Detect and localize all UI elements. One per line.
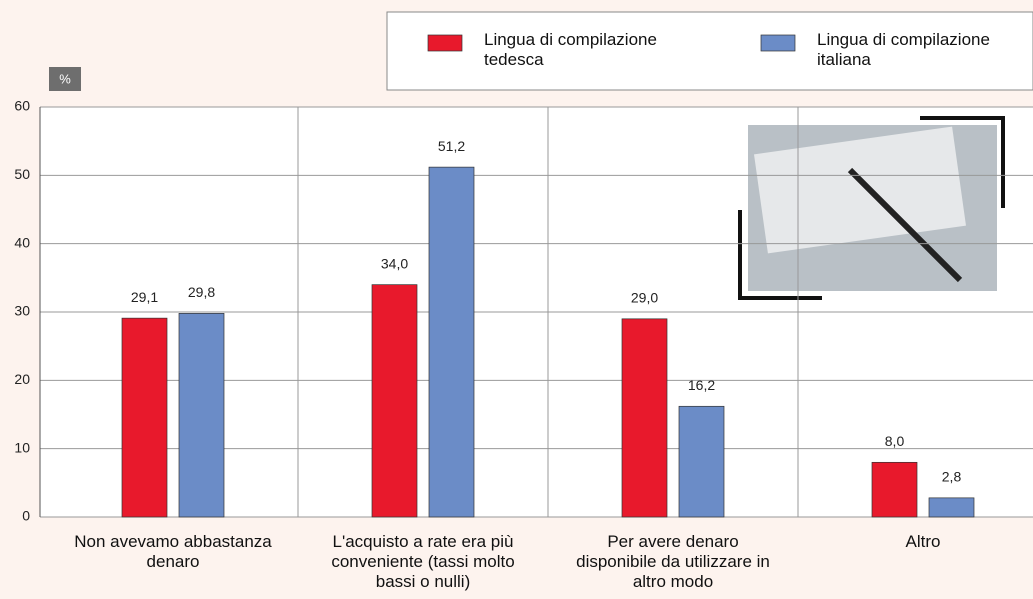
bar	[621, 318, 668, 518]
y-tick-label: 40	[14, 234, 30, 250]
value-label: 29,1	[131, 289, 158, 305]
bar	[121, 317, 168, 518]
value-label: 29,0	[631, 290, 658, 306]
y-tick-label: 20	[14, 371, 30, 387]
x-tick-label: L'acquisto a rate era più conveniente (t…	[331, 532, 515, 591]
legend-label: Lingua di compilazione tedesca	[484, 30, 657, 69]
bar	[371, 284, 418, 518]
y-tick-label: 10	[14, 439, 30, 455]
value-label: 34,0	[381, 255, 408, 271]
bar	[678, 405, 725, 518]
legend-label: Lingua di compilazione italiana	[817, 30, 990, 69]
value-label: 8,0	[885, 433, 905, 449]
y-tick-label: 0	[22, 508, 30, 524]
x-tick-label: Non avevamo abbastanza denaro	[74, 532, 272, 571]
ylabel-box	[49, 67, 81, 91]
bar	[428, 166, 475, 518]
bar	[178, 313, 225, 518]
x-tick-label: Per avere denaro disponibile da utilizza…	[576, 532, 770, 591]
bar	[928, 497, 975, 518]
value-label: 16,2	[688, 377, 715, 393]
y-tick-label: 50	[14, 166, 30, 182]
legend-swatch	[427, 34, 463, 52]
legend-box	[386, 11, 1033, 91]
value-label: 29,8	[188, 284, 215, 300]
y-tick-label: 30	[14, 303, 30, 319]
y-axis-label: %	[59, 71, 71, 86]
value-label: 2,8	[942, 469, 962, 485]
legend-swatch	[760, 34, 796, 52]
x-tick-label: Altro	[905, 532, 941, 551]
bar	[871, 461, 918, 518]
value-label: 51,2	[438, 138, 465, 154]
photo	[738, 116, 1005, 300]
y-tick-label: 60	[14, 98, 30, 114]
